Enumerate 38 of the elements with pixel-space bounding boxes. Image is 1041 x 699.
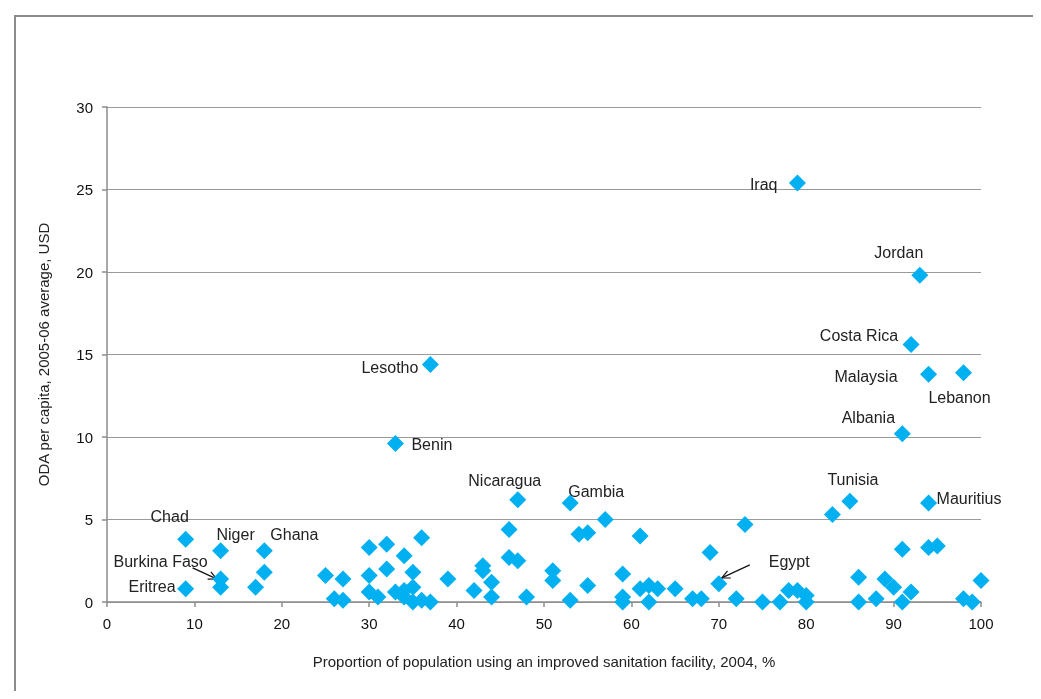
y-tick-label: 10 [76, 428, 93, 446]
x-tick-label: 90 [885, 615, 902, 632]
y-tick-label: 0 [84, 593, 93, 611]
annotation: Lebanon [928, 389, 991, 407]
x-tick-label: 60 [623, 615, 640, 632]
y-axis-title: ODA per capita, 2005-06 average, USD [35, 222, 52, 487]
x-tick-label: 10 [186, 615, 203, 632]
y-tick-label: 20 [76, 263, 93, 281]
x-tick-label: 0 [102, 615, 112, 632]
annotation: Benin [411, 436, 453, 454]
annotation: Jordan [874, 243, 924, 261]
annotation: Costa Rica [819, 327, 899, 345]
x-tick-label: 40 [448, 615, 465, 632]
x-tick-label: 70 [710, 615, 728, 632]
x-tick-label: 80 [797, 615, 815, 632]
annotation: Egypt [768, 553, 811, 571]
annotation: Niger [216, 526, 256, 544]
y-tick-label: 15 [76, 346, 93, 363]
annotation: Nicaragua [468, 472, 542, 490]
x-tick-label: 100 [968, 615, 994, 632]
annotation: Mauritius [936, 489, 1002, 507]
annotation: Chad [150, 507, 189, 525]
x-tick-label: 50 [535, 615, 553, 632]
y-tick-label: 25 [76, 181, 93, 198]
annotation: Albania [841, 409, 896, 427]
y-tick-label: 5 [84, 511, 93, 528]
x-tick-label: 20 [273, 615, 291, 632]
annotation: Burkina Faso [113, 553, 208, 571]
annotation: Lesotho [361, 358, 419, 376]
y-tick-label: 30 [76, 98, 93, 116]
annotation: Iraq [749, 176, 778, 194]
annotation: Malaysia [834, 367, 898, 385]
annotation: Ghana [270, 526, 319, 544]
x-tick-label: 30 [360, 615, 378, 632]
annotation: Gambia [568, 482, 625, 500]
annotation: Eritrea [128, 578, 176, 596]
annotation: Tunisia [827, 470, 879, 488]
x-axis-title: Proportion of population using an improved sanitation facility, 2004, % [312, 653, 776, 670]
